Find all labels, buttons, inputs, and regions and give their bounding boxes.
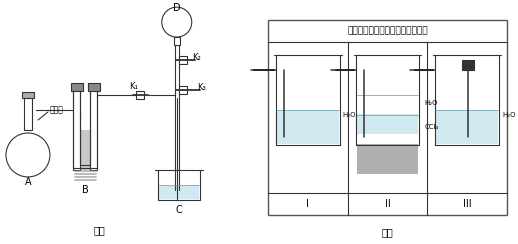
Bar <box>179 56 187 64</box>
Text: H₂O: H₂O <box>424 100 438 106</box>
Text: A: A <box>25 177 31 187</box>
Text: K₃: K₃ <box>197 82 206 92</box>
Text: D: D <box>173 3 181 13</box>
Bar <box>356 114 419 134</box>
Text: 浓氨水: 浓氨水 <box>50 105 64 114</box>
Bar <box>356 144 419 174</box>
Bar <box>179 86 187 94</box>
Bar <box>24 95 32 130</box>
Bar <box>90 90 97 170</box>
Text: 图二: 图二 <box>382 227 393 237</box>
Text: I: I <box>306 199 309 209</box>
Bar <box>174 37 180 45</box>
Bar <box>277 110 339 144</box>
Bar <box>71 83 83 91</box>
Bar <box>268 20 507 215</box>
Bar <box>88 83 100 91</box>
Text: CCl₄: CCl₄ <box>424 124 439 130</box>
Text: 图一: 图一 <box>94 225 106 235</box>
Bar <box>159 185 199 199</box>
Text: H₂O: H₂O <box>342 112 356 118</box>
Circle shape <box>6 133 50 177</box>
Text: K₁: K₁ <box>130 81 138 91</box>
Bar <box>22 92 34 98</box>
Text: II: II <box>385 199 391 209</box>
Bar <box>136 91 144 99</box>
Text: C: C <box>176 205 182 215</box>
Text: K₂: K₂ <box>192 53 201 61</box>
Bar <box>73 90 80 170</box>
Text: 备选装置（其中水中含酵酶试液）: 备选装置（其中水中含酵酶试液） <box>347 27 428 36</box>
Bar <box>74 130 96 170</box>
Bar <box>463 60 474 70</box>
Bar <box>437 110 498 144</box>
Text: H₂O: H₂O <box>502 112 516 118</box>
Text: B: B <box>81 185 88 195</box>
Circle shape <box>162 7 192 37</box>
Text: III: III <box>463 199 472 209</box>
